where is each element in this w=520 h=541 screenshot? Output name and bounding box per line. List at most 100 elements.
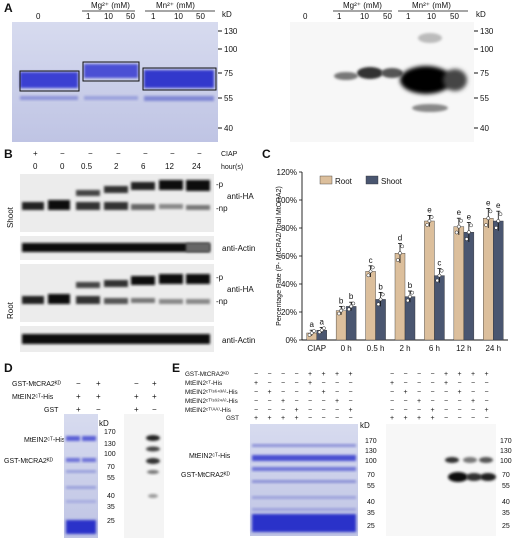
band-label: MtEIN2ᶜᵀ-His [189, 453, 231, 460]
ciap-value: − [88, 149, 93, 158]
replicate-point [339, 308, 343, 313]
shoot-label: Shoot [6, 206, 15, 228]
replicate-point [337, 311, 341, 316]
row-label: GST-MtCRA2ᴷᴰ [12, 381, 61, 388]
sample-sign: − [348, 415, 352, 422]
ciap-value: − [143, 149, 148, 158]
sample-sign: − [254, 389, 258, 396]
sample-sign: + [457, 371, 461, 378]
bar-root [483, 217, 494, 341]
panel-e-grid-right: − − − − + + + ++ − − − + − − −− + − − − + − −− − + − − − + −− − − + − − − +… [390, 371, 489, 422]
sample-sign: + [76, 392, 81, 401]
np-label: -np [216, 204, 228, 213]
lane-label: 50 [126, 12, 135, 21]
sample-sign: − [484, 398, 488, 405]
legend-swatch [319, 175, 333, 185]
ciap-value: + [33, 149, 38, 158]
row-label: MtEIN2ᶜᵀ-His [185, 380, 222, 387]
sample-sign: + [444, 371, 448, 378]
sample-sign: + [134, 392, 139, 401]
row-label: MtEIN2ᶜᵀ⁽ˢ⁹²⁴ᴬ⁾-His [185, 397, 238, 405]
kd-label: kD [99, 419, 109, 428]
ciap-value: − [116, 149, 121, 158]
y-tick-label: 20% [281, 308, 297, 317]
replicate-point [454, 230, 459, 235]
kd-label: kD [222, 10, 232, 19]
sample-sign: − [390, 389, 394, 396]
sample-sign: − [484, 389, 488, 396]
panel-e-letter: E [172, 361, 180, 375]
sample-sign: + [471, 371, 475, 378]
panel-a-letter: A [4, 1, 13, 15]
significance-letter: e [457, 208, 462, 217]
sample-sign: − [430, 371, 434, 378]
sample-sign: − [457, 415, 461, 422]
panel-d: D GST-MtCRA2ᴷᴰ MtEIN2ᶜᵀ-His GST − + − + … [4, 361, 164, 538]
anti-ha-label: anti-HA [227, 192, 254, 201]
ciap-value: − [60, 149, 65, 158]
replicate-point [368, 269, 373, 274]
sample-sign: − [254, 371, 258, 378]
marker-label: 55 [224, 94, 233, 103]
panel-e-grid-left: − − − − + + + ++ − − − + − − −− + − − − + − −− − + − − − + −− − − + − − − +… [254, 371, 353, 422]
significance-letter: b [349, 292, 354, 301]
marker-label: 25 [367, 523, 375, 530]
replicate-point [469, 223, 473, 228]
marker-label: 130 [104, 441, 116, 448]
replicate-point [341, 305, 346, 310]
bar-shoot [463, 231, 475, 341]
sample-sign: − [321, 407, 325, 414]
panel-e: E GST-MtCRA2ᴷᴰ MtEIN2ᶜᵀ-His MtEIN2ᶜᵀ⁽ˢ⁶⁴… [172, 361, 512, 536]
mn-label: Mn²⁺ (mM) [412, 1, 451, 10]
sample-sign: − [294, 389, 298, 396]
blot-root-ha [20, 264, 214, 322]
autoradiograph-e [386, 424, 496, 536]
autoradiograph-d [124, 414, 164, 538]
sample-sign: + [430, 415, 434, 422]
y-tick-label: 80% [281, 224, 297, 233]
sample-sign: + [335, 371, 339, 378]
replicate-point [347, 307, 351, 312]
sample-sign: + [294, 407, 298, 414]
marker-label: 130 [500, 448, 512, 455]
marker-label: 130 [365, 448, 377, 455]
row-label: MtEIN2ᶜᵀ⁽ˢ⁶⁴³ᴬ⁾-His [185, 388, 238, 396]
band-label: GST-MtCRA2ᴷᴰ [4, 458, 53, 465]
sample-sign: + [444, 380, 448, 387]
replicate-point [398, 251, 402, 256]
anti-actin-label: anti-Actin [222, 244, 255, 253]
sample-sign: − [308, 398, 312, 405]
sample-sign: + [281, 398, 285, 405]
sample-sign: + [417, 398, 421, 405]
sample-sign: − [134, 379, 139, 388]
lane-label: 1 [337, 12, 342, 21]
sample-sign: − [471, 415, 475, 422]
sample-sign: + [484, 407, 488, 414]
sample-sign: − [335, 389, 339, 396]
marker-label: 70 [502, 472, 510, 479]
p-label: -p [216, 273, 224, 282]
sample-sign: − [267, 371, 271, 378]
ciap-value: − [170, 149, 175, 158]
replicate-point [410, 290, 415, 295]
hour-value: 0 [33, 162, 38, 171]
replicate-point [395, 258, 400, 262]
sample-sign: − [471, 407, 475, 414]
x-tick-label: 0.5 h [367, 344, 385, 353]
mn-label: Mn²⁺ (mM) [156, 1, 195, 10]
lane-label: 50 [383, 12, 392, 21]
replicate-point [425, 223, 430, 227]
lane-label: 1 [406, 12, 411, 21]
band-label: MtEIN2ᶜᵀ-His [24, 437, 66, 444]
y-tick-label: 120% [277, 168, 297, 177]
replicate-point [488, 209, 493, 214]
sample-sign: − [281, 371, 285, 378]
significance-letter: a [309, 320, 314, 329]
sample-sign: − [430, 380, 434, 387]
sample-sign: − [281, 407, 285, 414]
anti-ha-label: anti-HA [227, 285, 254, 294]
sample-sign: + [457, 389, 461, 396]
sample-sign: + [254, 380, 258, 387]
marker-ladder-a: 130 100 75 55 40 [218, 27, 238, 133]
replicate-point [400, 244, 405, 249]
